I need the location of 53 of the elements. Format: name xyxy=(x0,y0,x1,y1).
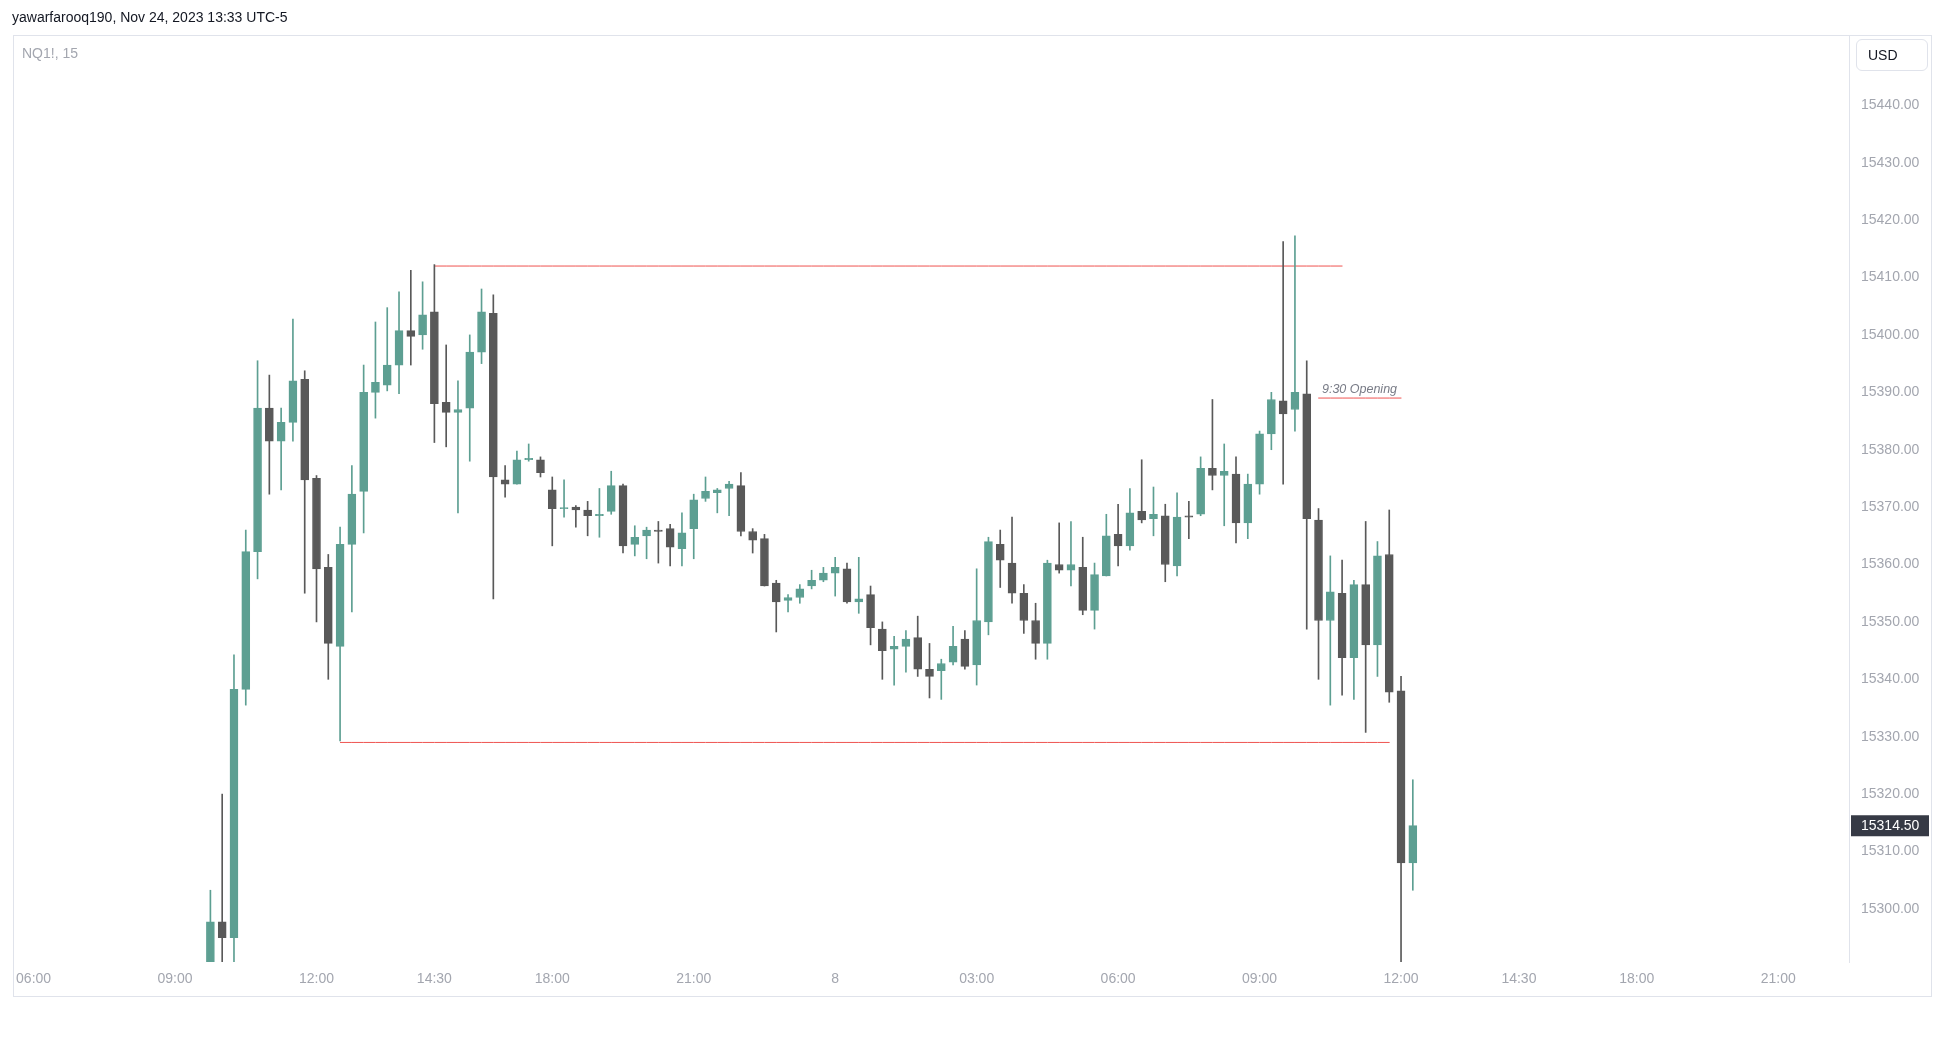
candlestick xyxy=(783,594,793,613)
x-tick-label: 03:00 xyxy=(959,970,995,987)
candlestick xyxy=(217,793,227,962)
x-tick-label: 18:00 xyxy=(1619,970,1655,987)
y-tick-label: 15370.00 xyxy=(1861,497,1920,514)
x-tick-label: 12:00 xyxy=(298,970,335,987)
candlestick xyxy=(901,630,911,673)
candlestick xyxy=(1066,521,1076,587)
candlestick xyxy=(1325,555,1335,706)
candlestick xyxy=(1054,522,1064,574)
x-tick-label: 12:00 xyxy=(1383,970,1419,987)
candlestick xyxy=(1137,459,1147,524)
y-tick-label: 15390.00 xyxy=(1861,383,1920,400)
y-tick-label: 15300.00 xyxy=(1861,899,1920,916)
x-tick-label: 21:00 xyxy=(1760,970,1796,987)
chart-title: yawarfarooq190, Nov 24, 2023 13:33 UTC-5 xyxy=(12,9,288,25)
y-tick-label: 15410.00 xyxy=(1861,268,1920,285)
y-tick-label: 15340.00 xyxy=(1861,670,1920,687)
y-tick-label: 15440.00 xyxy=(1861,96,1920,113)
candlestick xyxy=(1184,501,1194,540)
candlestick xyxy=(453,380,463,514)
candlestick xyxy=(1219,443,1229,527)
y-tick-label: 15350.00 xyxy=(1861,612,1920,629)
candlestick xyxy=(724,480,734,517)
x-tick-label: 8 xyxy=(831,970,840,987)
x-tick-label: 21:00 xyxy=(676,970,712,987)
candlestick xyxy=(936,658,946,700)
candlestick xyxy=(382,307,392,392)
candlestick xyxy=(830,557,840,597)
candlestick xyxy=(630,525,640,557)
y-tick-label: 15330.00 xyxy=(1861,727,1920,744)
y-tick-label: 15430.00 xyxy=(1861,153,1920,170)
text: 15314.50 xyxy=(1861,817,1920,834)
x-tick-label: 06:00 xyxy=(16,970,52,987)
x-tick-label: 09:00 xyxy=(1242,970,1278,987)
x-tick-label: 09:00 xyxy=(157,970,193,987)
candlestick xyxy=(889,635,899,686)
candlestick xyxy=(1290,235,1300,432)
y-tick-label: 15320.00 xyxy=(1861,784,1920,801)
x-tick-label: 06:00 xyxy=(1100,970,1136,987)
y-tick-label: 15420.00 xyxy=(1861,210,1920,227)
x-tick-label: 18:00 xyxy=(534,970,570,987)
x-tick-label: 14:30 xyxy=(1501,970,1537,987)
y-axis-title: USD xyxy=(1856,39,1928,71)
y-tick-label: 15360.00 xyxy=(1861,555,1920,572)
y-tick-label: 15400.00 xyxy=(1861,325,1920,342)
candlestick xyxy=(441,344,451,448)
y-tick-label: 15380.00 xyxy=(1861,440,1920,457)
candlestick xyxy=(406,270,416,366)
x-tick-label: 14:30 xyxy=(416,970,453,987)
text: NQ1!, 15 xyxy=(22,45,79,61)
series-label: 9:30 Opening xyxy=(1321,382,1398,397)
y-tick-label: 15310.00 xyxy=(1861,842,1920,859)
